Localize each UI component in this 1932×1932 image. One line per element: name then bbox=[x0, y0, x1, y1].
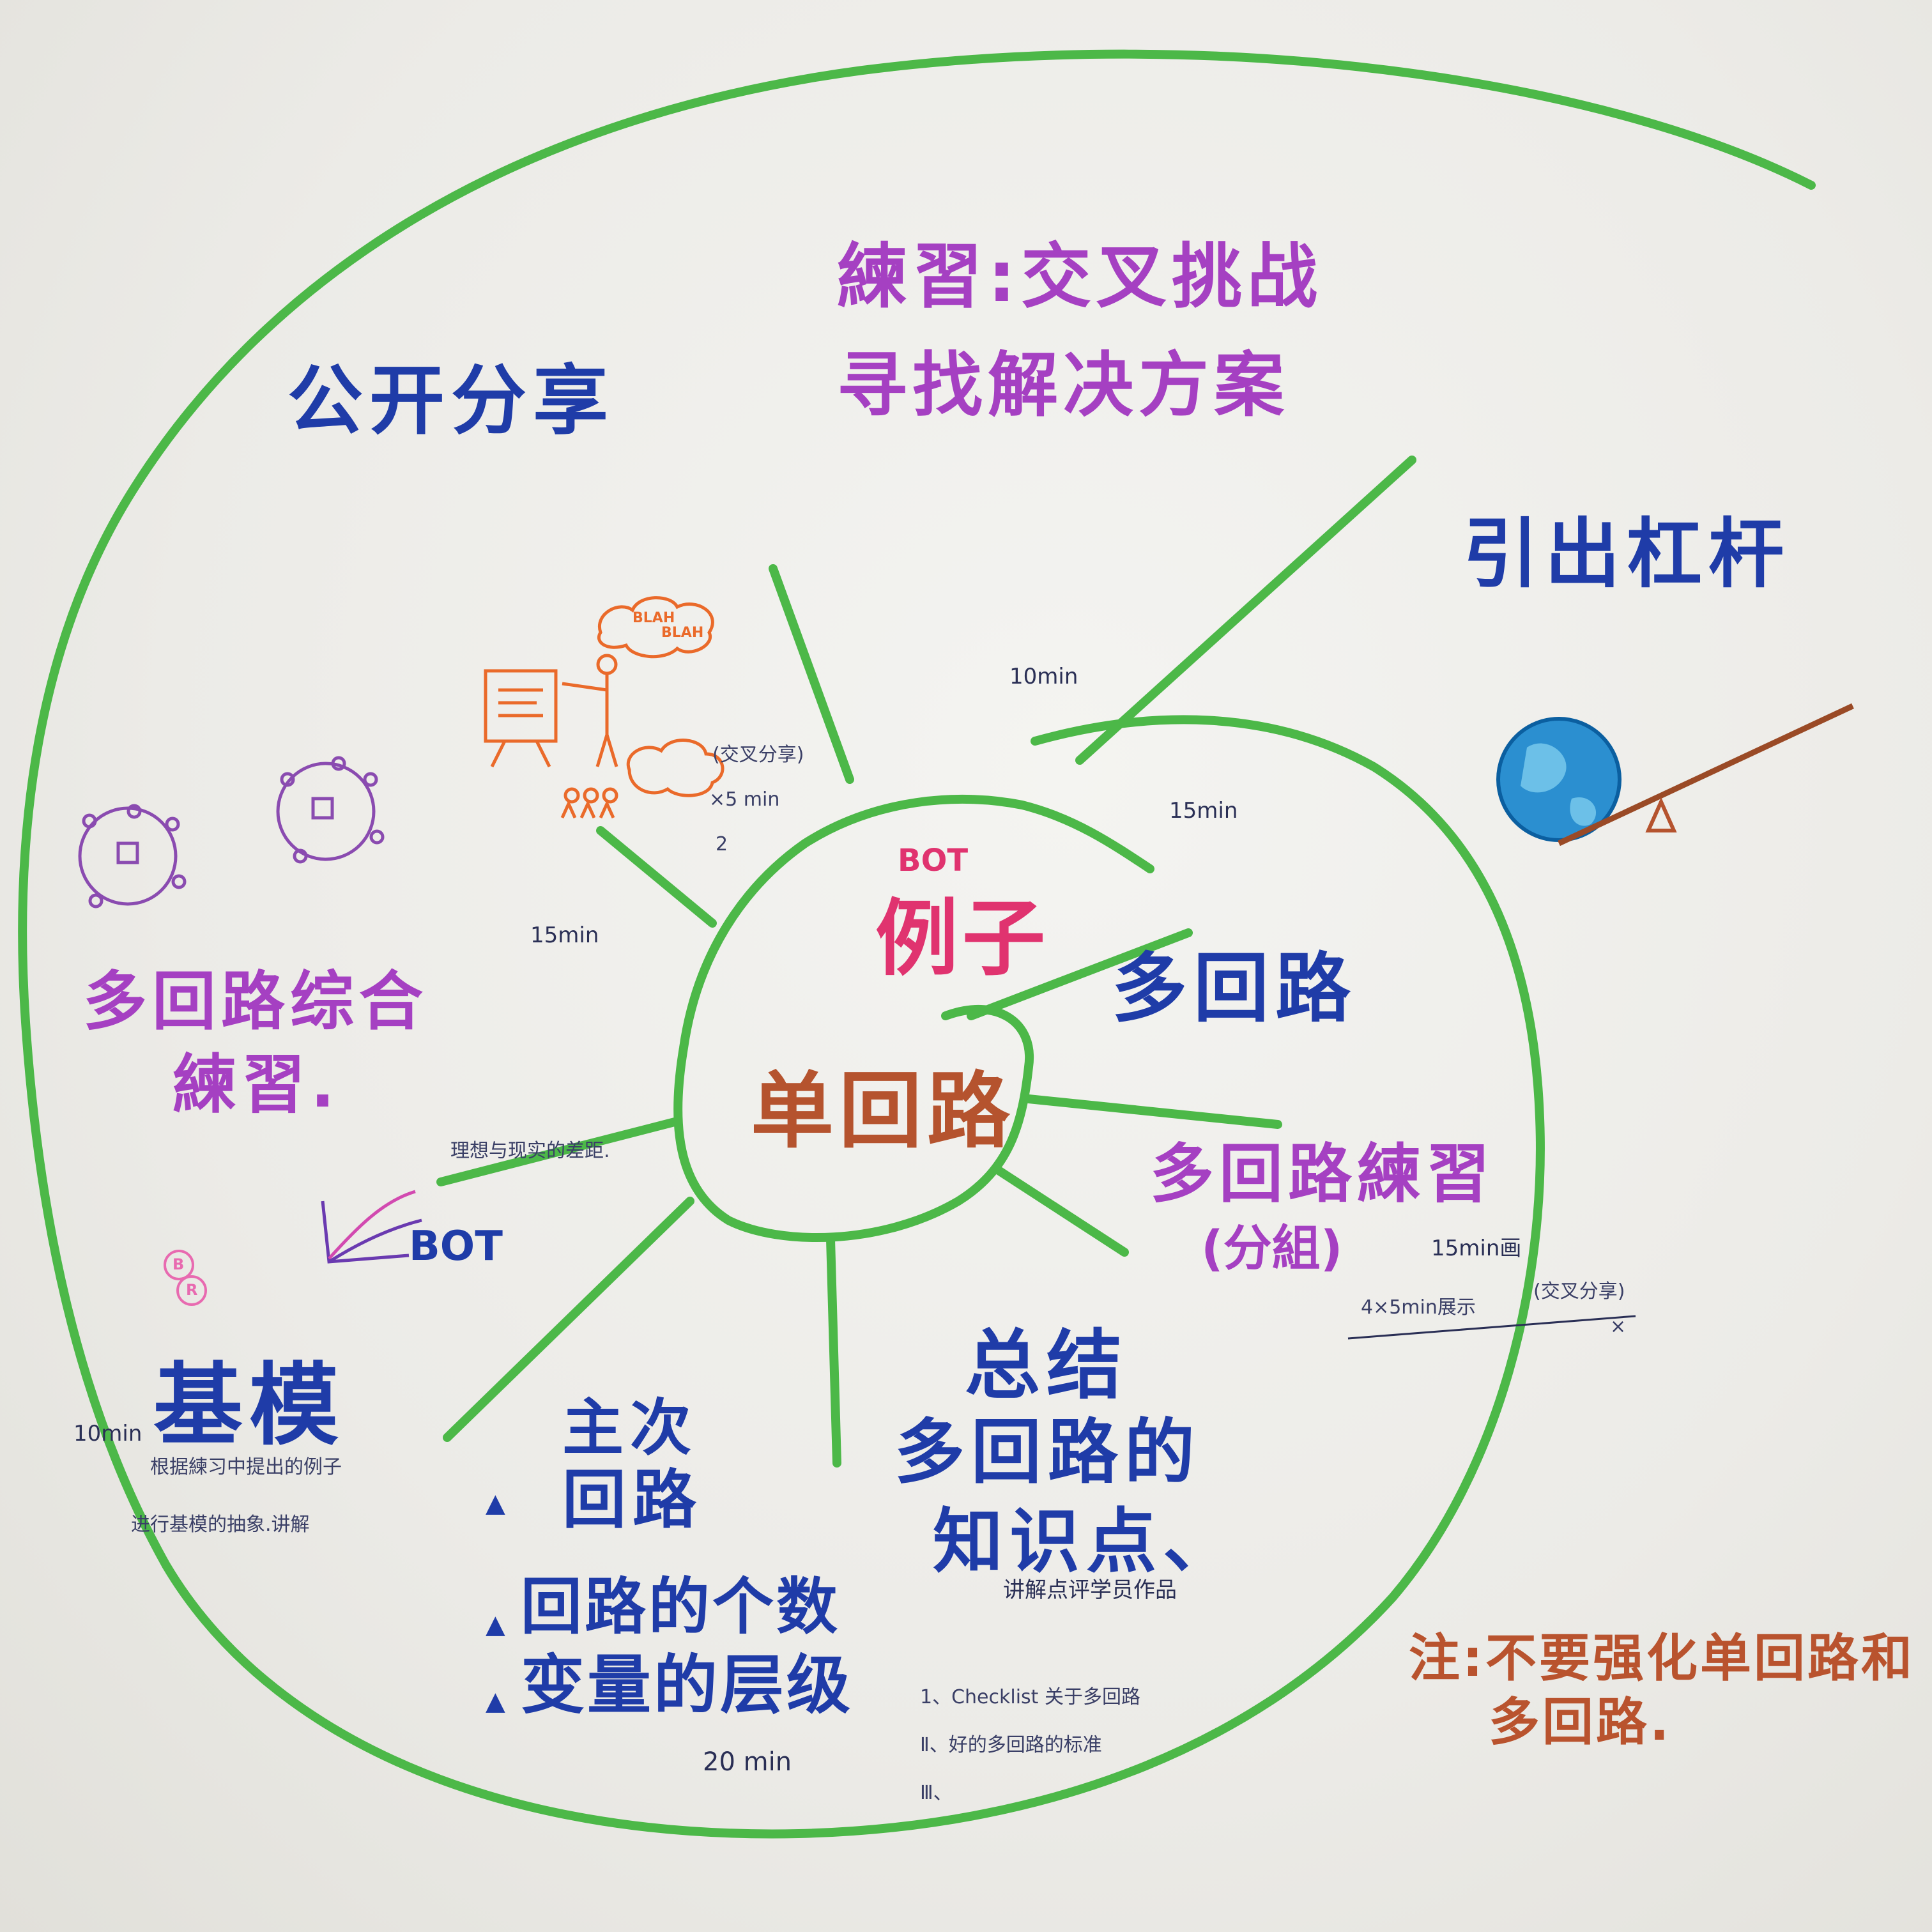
center-example: 例子 bbox=[875, 890, 1050, 987]
checklist-item-1: 1、Checklist 关于多回路 bbox=[920, 1686, 1140, 1708]
display-4x5: 4×5min展示 bbox=[1361, 1296, 1476, 1319]
footnote-line-1: 注:不要强化单回路和 bbox=[1409, 1629, 1915, 1688]
bullet-3: ▲ bbox=[486, 1687, 505, 1716]
bullet-2: ▲ bbox=[486, 1610, 505, 1639]
spoke-lowerleft bbox=[443, 1197, 694, 1442]
x-mark: × bbox=[1610, 1315, 1627, 1338]
spoke-bottom bbox=[826, 1235, 841, 1468]
node-comment-works: 讲解点评学员作品 bbox=[1003, 1577, 1177, 1603]
node-group: (分組) bbox=[1201, 1220, 1343, 1276]
cross-num: 2 bbox=[716, 833, 728, 855]
node-loop-count: 回路的个数 bbox=[521, 1571, 840, 1643]
node-leverage: 引出杠杆 bbox=[1463, 510, 1791, 598]
node-model-desc-1: 根据練习中提出的例子 bbox=[150, 1456, 342, 1478]
center-core: 单回路 bbox=[751, 1062, 1016, 1160]
bot-chart-label: BOT bbox=[409, 1223, 503, 1270]
node-multi-loop: 多回路 bbox=[1112, 944, 1358, 1032]
time-20min: 20 min bbox=[703, 1747, 792, 1777]
presenter-sketch bbox=[484, 596, 724, 819]
node-multi-loop-practice: 多回路練習 bbox=[1150, 1137, 1495, 1211]
spoke-right1 bbox=[967, 928, 1193, 1020]
node-cross-challenge-2: 寻找解决方案 bbox=[837, 344, 1289, 426]
node-gap: 理想与现实的差距. bbox=[450, 1140, 610, 1162]
node-variable-level: 变量的层级 bbox=[521, 1648, 853, 1722]
blah-2: BLAH bbox=[661, 625, 704, 641]
node-multi-loop-comprehensive-1: 多回路综合 bbox=[83, 964, 428, 1039]
node-summary: 总结 bbox=[965, 1321, 1129, 1409]
node-primary-loop-2: 回路 bbox=[562, 1462, 703, 1537]
bot-mini-chart bbox=[321, 1190, 422, 1264]
time-15min-left: 15min bbox=[530, 923, 599, 948]
earth-lever-drawing bbox=[1496, 703, 1854, 847]
virus-doodles bbox=[78, 756, 385, 908]
br-badge-r: R bbox=[186, 1281, 198, 1299]
node-model: 基模 bbox=[153, 1354, 346, 1458]
checklist-item-2: Ⅱ、好的多回路的标准 bbox=[920, 1734, 1102, 1756]
br-badge bbox=[164, 1250, 207, 1306]
center-bot-tag: BOT bbox=[898, 843, 969, 878]
cross-share-2: (交叉分享) bbox=[1533, 1280, 1625, 1303]
checklist-item-3: Ⅲ、 bbox=[920, 1782, 953, 1804]
spoke-upperleft bbox=[596, 826, 717, 928]
display-underline bbox=[1347, 1315, 1636, 1340]
blah-1: BLAH bbox=[632, 610, 675, 626]
node-cross-challenge-1: 練習:交叉挑战 bbox=[837, 236, 1322, 318]
time-10min-top: 10min bbox=[1009, 664, 1078, 689]
bullet-1: ▲ bbox=[486, 1489, 505, 1518]
cross-x5: ×5 min bbox=[709, 788, 780, 811]
spoke-right2 bbox=[1024, 1094, 1282, 1129]
outer-spiral-line bbox=[18, 49, 1816, 1839]
spoke-left bbox=[436, 1117, 682, 1186]
node-summary-3: 知识点、 bbox=[933, 1501, 1239, 1583]
time-15min-draw: 15min画 bbox=[1431, 1236, 1522, 1261]
spoke-top bbox=[769, 564, 854, 784]
center-bubble bbox=[673, 794, 1154, 1242]
node-public-share: 公开分享 bbox=[288, 356, 615, 445]
br-badge-b: B bbox=[172, 1255, 185, 1273]
time-10min-left: 10min bbox=[73, 1421, 142, 1446]
node-model-desc-2: 进行基模的抽象.讲解 bbox=[131, 1514, 310, 1536]
spoke-right3 bbox=[992, 1165, 1129, 1257]
node-primary-loop-1: 主次 bbox=[562, 1392, 698, 1464]
cross-share-small: (交叉分享) bbox=[712, 744, 804, 766]
footnote-line-2: 多回路. bbox=[1489, 1692, 1672, 1752]
time-15min-right: 15min bbox=[1169, 798, 1238, 824]
node-multi-loop-comprehensive-2: 練習. bbox=[172, 1047, 340, 1122]
spoke-topright bbox=[1075, 456, 1416, 765]
node-summary-2: 多回路的 bbox=[894, 1411, 1201, 1493]
